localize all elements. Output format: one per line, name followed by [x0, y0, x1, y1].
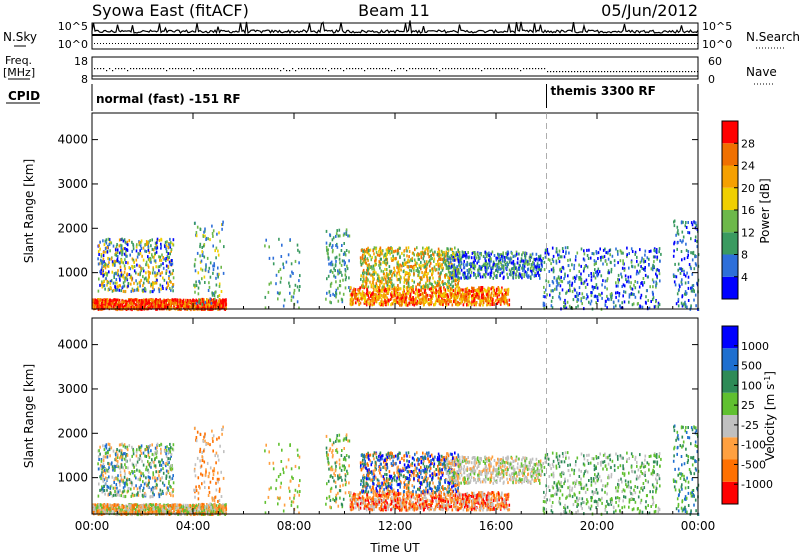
colorbar-tick-label: 4	[741, 271, 748, 284]
power-scatter	[92, 220, 699, 312]
velocity-cbar-label: Velocity [m s-1]	[763, 371, 777, 461]
colorbar-tick-label: 24	[741, 160, 755, 173]
colorbar-segment	[722, 482, 738, 504]
nsky-top-tick: 10^5	[58, 20, 88, 33]
colorbar-segment	[722, 210, 738, 232]
colorbar-tick-label: 12	[741, 226, 755, 239]
colorbar-segment	[722, 255, 738, 277]
colorbar-segment	[722, 143, 738, 165]
freq-top-tick: 18	[74, 55, 88, 68]
colorbar-segment	[722, 393, 738, 415]
y-tick-label: 4000	[57, 338, 88, 352]
nave-label: Nave	[746, 65, 777, 79]
colorbar-segment	[722, 121, 738, 143]
x-tick-label: 00:00	[75, 519, 110, 533]
velocity-panel: 1000 2000 3000 4000 00:00 04:00 08:00 12:00 16:…	[22, 318, 777, 554]
colorbar-segment	[722, 166, 738, 188]
y-tick-label: 4000	[57, 133, 88, 147]
colorbar-tick-label: -25	[741, 419, 759, 432]
nave-top-tick: 60	[708, 55, 722, 68]
colorbar-segment	[722, 326, 738, 348]
y-tick-label: 2000	[57, 426, 88, 440]
beam-title: Beam 11	[358, 1, 430, 20]
y-tick-label: 3000	[57, 177, 88, 191]
nave-bottom-tick: 0	[708, 73, 715, 86]
colorbar-segment	[722, 460, 738, 482]
x-tick-label: 00:00	[681, 519, 716, 533]
nsearch-bottom-tick: 10^0	[702, 38, 732, 51]
colorbar-segment	[722, 437, 738, 459]
x-tick-label: 04:00	[176, 519, 211, 533]
freq-bottom-tick: 8	[81, 73, 88, 86]
colorbar-tick-label: 16	[741, 204, 755, 217]
cpid-label: CPID	[8, 89, 40, 103]
colorbar-segment	[722, 277, 738, 299]
nsky-trace	[92, 21, 698, 45]
y-tick-label: 1000	[57, 266, 88, 280]
x-tick-label: 20:00	[580, 519, 615, 533]
freq-strip: Freq. [MHz] 18 8 60 0 Nave	[3, 54, 777, 86]
cpid-mode-label: themis 3300 RF	[551, 84, 656, 98]
colorbar-tick-label: 8	[741, 249, 748, 262]
colorbar-segment	[722, 415, 738, 437]
colorbar-tick-label: 20	[741, 182, 755, 195]
nsky-label: N.Sky	[3, 30, 37, 44]
x-tick-label: 08:00	[277, 519, 312, 533]
colorbar-tick-label: -1000	[741, 478, 773, 491]
power-panel: 1000 2000 3000 4000 Slant Range [km] 4 8 12 16…	[22, 113, 772, 311]
power-colorbar: 4 8 12 16 20 24 28	[722, 121, 755, 299]
colorbar-tick-label: 1000	[741, 340, 769, 353]
power-cbar-label: Power [dB]	[758, 178, 772, 243]
station-title: Syowa East (fitACF)	[92, 1, 249, 20]
x-tick-label: 16:00	[479, 519, 514, 533]
freq-trace	[92, 68, 698, 76]
nsky-bottom-tick: 10^0	[58, 38, 88, 51]
colorbar-segment	[722, 371, 738, 393]
freq-unit: [MHz]	[3, 66, 35, 79]
velocity-scatter	[92, 425, 699, 517]
cpid-strip: CPID normal (fast) -151 RF themis 3300 R…	[6, 84, 698, 111]
date-title: 05/Jun/2012	[601, 1, 698, 20]
colorbar-tick-label: 28	[741, 137, 755, 150]
y-tick-label: 3000	[57, 382, 88, 396]
colorbar-segment	[722, 232, 738, 254]
power-ylabel: Slant Range [km]	[22, 159, 36, 263]
nsky-strip: N.Sky 10^5 10^0 10^5 10^0 N.Search	[3, 20, 800, 51]
colorbar-tick-label: 500	[741, 360, 762, 373]
y-tick-label: 1000	[57, 471, 88, 485]
x-tick-label: 12:00	[378, 519, 413, 533]
x-axis-label: Time UT	[369, 541, 420, 554]
cpid-mode-label: normal (fast) -151 RF	[96, 92, 241, 106]
colorbar-segment	[722, 188, 738, 210]
nsearch-top-tick: 10^5	[702, 20, 732, 33]
nsearch-label: N.Search	[746, 30, 800, 44]
y-tick-label: 2000	[57, 221, 88, 235]
colorbar-tick-label: 100	[741, 379, 762, 392]
colorbar-segment	[722, 348, 738, 370]
velocity-ylabel: Slant Range [km]	[22, 364, 36, 468]
colorbar-tick-label: 25	[741, 399, 755, 412]
